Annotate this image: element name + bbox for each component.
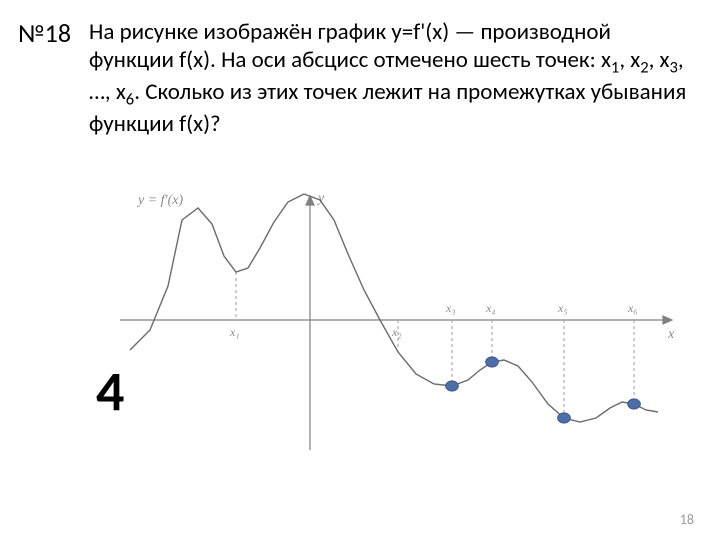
label-x6: x₆ [627,301,638,315]
label-x1: x₁ [229,325,240,339]
fn-label: y = f′(x) [136,193,183,208]
marker-x5 [558,413,571,423]
marker-x3 [446,381,459,391]
marker-x6 [628,399,641,409]
x-axis-arrow [663,316,672,324]
page-number: 18 [680,511,694,528]
graph: yxy = f′(x)x₁x₂x₃x₄x₅x₆ [120,190,680,450]
label-x2: x₂ [391,325,402,339]
answer-value: 4 [96,358,124,426]
problem-number: №18 [18,18,71,138]
graph-svg: yxy = f′(x)x₁x₂x₃x₄x₅x₆ [120,190,680,450]
problem-text: На рисунке изображён график y=f'(x) — пр… [89,18,690,138]
label-x3: x₃ [445,301,456,315]
label-x5: x₅ [557,301,568,315]
label-x4: x₄ [485,301,496,315]
marker-x4 [486,357,499,367]
x-axis-label: x [667,327,675,342]
curve [130,194,658,422]
